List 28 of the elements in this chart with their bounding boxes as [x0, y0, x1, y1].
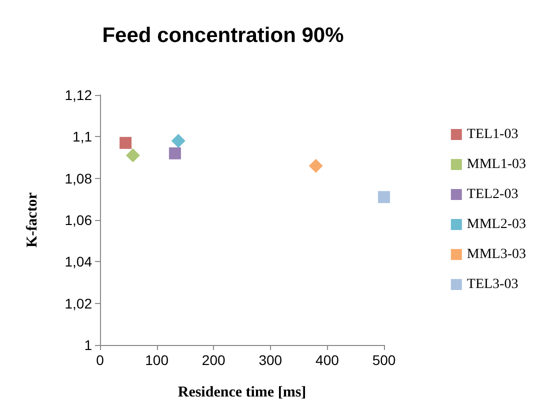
- x-tick-label: 100: [145, 352, 169, 368]
- legend-label: MML3-03: [466, 247, 526, 262]
- point: [308, 158, 323, 173]
- chart-title: Feed concentration 90%: [102, 24, 344, 47]
- point: [378, 191, 390, 204]
- y-tick-label: 1,02: [64, 295, 92, 312]
- point: [171, 134, 186, 148]
- y-tick-label: 1: [84, 337, 92, 353]
- y-tick-label: 1,08: [64, 170, 92, 186]
- y-axis-title: K-factor: [24, 192, 40, 248]
- legend-label: MML1-03: [466, 157, 526, 172]
- point: [120, 136, 132, 149]
- x-tick-label: 0: [96, 352, 104, 368]
- legend-label: TEL3-03: [466, 277, 518, 292]
- y-tick-label: 1,1: [72, 128, 92, 145]
- x-tick-label: 400: [316, 352, 340, 368]
- x-axis-title: Residence time [ms]: [178, 384, 306, 400]
- x-tick-label: 500: [372, 352, 396, 368]
- point: [126, 148, 140, 162]
- legend-label: TEL2-03: [466, 187, 518, 202]
- x-tick-label: 300: [258, 352, 282, 368]
- point: [168, 147, 181, 160]
- x-tick-label: 200: [202, 352, 226, 368]
- legend-label: MML2-03: [466, 217, 526, 232]
- y-tick-label: 1,12: [64, 87, 92, 103]
- y-tick-label: 1,06: [64, 212, 92, 228]
- y-tick-label: 1,04: [64, 254, 92, 270]
- legend-label: TEL1-03: [466, 127, 518, 142]
